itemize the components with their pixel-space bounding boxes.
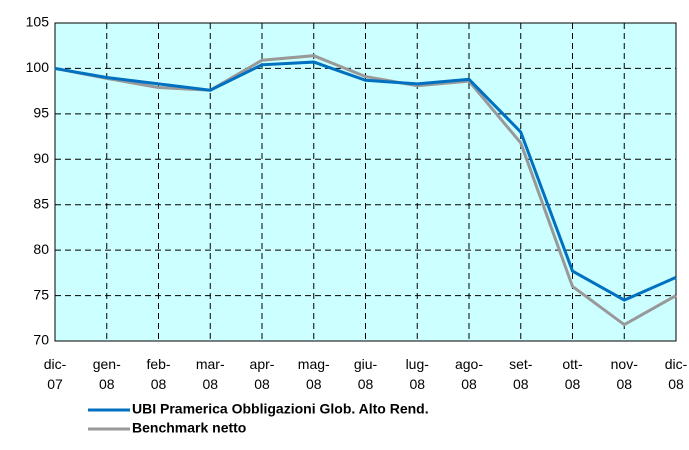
x-tick-label: set-08 (509, 356, 533, 392)
x-tick-label: mag-08 (298, 356, 330, 392)
x-tick-label: ago-08 (455, 356, 483, 392)
y-tick-label: 105 (26, 14, 50, 30)
x-tick-label: gen-08 (93, 356, 121, 392)
legend-label: UBI Pramerica Obbligazioni Glob. Alto Re… (132, 401, 429, 417)
x-tick-label: feb-08 (146, 356, 170, 392)
y-tick-label: 95 (33, 105, 49, 121)
x-tick-label: dic-07 (44, 356, 67, 392)
x-tick-label: ott-08 (562, 356, 583, 392)
series-line (54, 60, 677, 302)
y-tick-label: 90 (33, 150, 49, 166)
plot-border (54, 22, 677, 342)
y-tick-label: 75 (33, 286, 49, 302)
x-tick-label: lug-08 (406, 356, 430, 392)
series-line (54, 54, 677, 327)
x-tick-label: mar-08 (196, 356, 225, 392)
y-tick-label: 100 (26, 59, 50, 75)
x-tick-label: apr-08 (250, 356, 275, 392)
y-tick-label: 70 (33, 332, 49, 348)
x-tick-label: nov-08 (611, 356, 639, 392)
legend-label: Benchmark netto (132, 420, 246, 436)
x-tick-label: dic-08 (665, 356, 688, 392)
y-tick-label: 80 (33, 241, 49, 257)
x-tick-label: giu-08 (354, 356, 378, 392)
y-tick-label: 85 (33, 195, 49, 211)
